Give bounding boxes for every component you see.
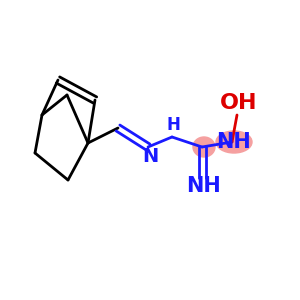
Text: NH: NH	[217, 132, 251, 152]
Text: N: N	[142, 148, 158, 166]
Ellipse shape	[216, 131, 252, 153]
Text: OH: OH	[220, 93, 258, 113]
Text: H: H	[166, 116, 180, 134]
Ellipse shape	[193, 137, 215, 157]
Text: NH: NH	[187, 176, 221, 196]
